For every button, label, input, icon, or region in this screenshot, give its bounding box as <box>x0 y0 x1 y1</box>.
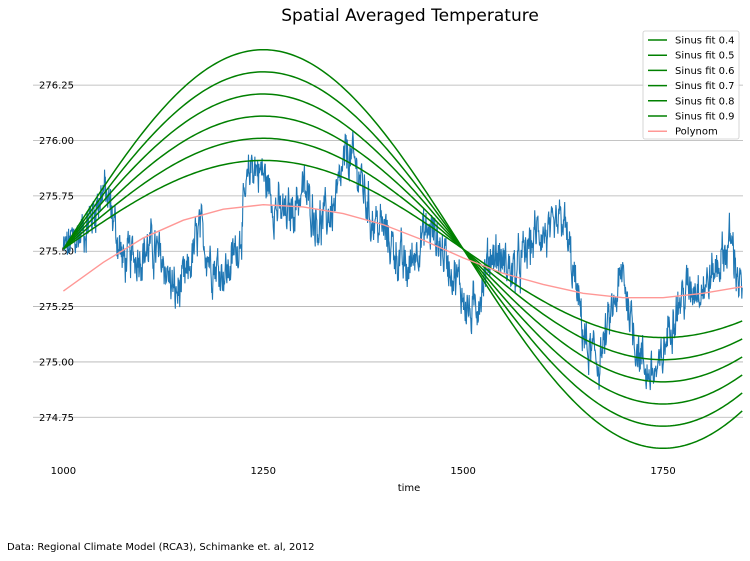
legend: Sinus fit 0.4 Sinus fit 0.5 Sinus fit 0.6 S… <box>642 30 740 140</box>
legend-box <box>642 30 740 140</box>
legend-label: Sinus fit 0.9 <box>675 112 735 123</box>
y-tick-labels: 274.75 275.00 275.25 275.50 275.75 276.00 276.… <box>39 81 74 424</box>
sinus-fit-line <box>62 159 743 339</box>
legend-label: Sinus fit 0.4 <box>675 36 735 47</box>
grid-lines <box>33 84 743 418</box>
y-tick-label: 274.75 <box>39 413 74 424</box>
sinus-fit-line <box>62 93 743 405</box>
x-tick-label: 1000 <box>51 466 76 477</box>
x-tick-labels: 1000 1250 1500 1750 <box>51 466 676 477</box>
legend-label: Sinus fit 0.6 <box>675 66 735 77</box>
series-layer <box>62 48 743 450</box>
observed-temperature-line <box>62 131 743 391</box>
legend-label: Sinus fit 0.8 <box>675 96 735 107</box>
x-axis-label: time <box>398 483 421 494</box>
x-tick-label: 1500 <box>450 466 475 477</box>
sinus-fit-line <box>62 71 743 427</box>
y-tick-label: 275.75 <box>39 191 74 202</box>
sinus-fit-line <box>62 137 743 361</box>
y-tick-label: 276.00 <box>39 136 74 147</box>
y-tick-label: 276.25 <box>39 81 74 92</box>
legend-label: Sinus fit 0.7 <box>675 81 735 92</box>
y-tick-label: 275.25 <box>39 302 74 313</box>
x-tick-label: 1750 <box>650 466 675 477</box>
legend-label: Polynom <box>675 127 718 138</box>
sinus-fit-line <box>62 115 743 383</box>
sinus-fit-line <box>62 48 743 450</box>
y-tick-label: 275.50 <box>39 247 74 258</box>
x-tick-label: 1250 <box>251 466 276 477</box>
chart-title: Spatial Averaged Temperature <box>281 6 539 26</box>
polynom-line <box>62 204 743 299</box>
legend-label: Sinus fit 0.5 <box>675 51 735 62</box>
data-source-caption: Data: Regional Climate Model (RCA3), Sch… <box>7 542 315 553</box>
y-tick-label: 275.00 <box>39 357 74 368</box>
